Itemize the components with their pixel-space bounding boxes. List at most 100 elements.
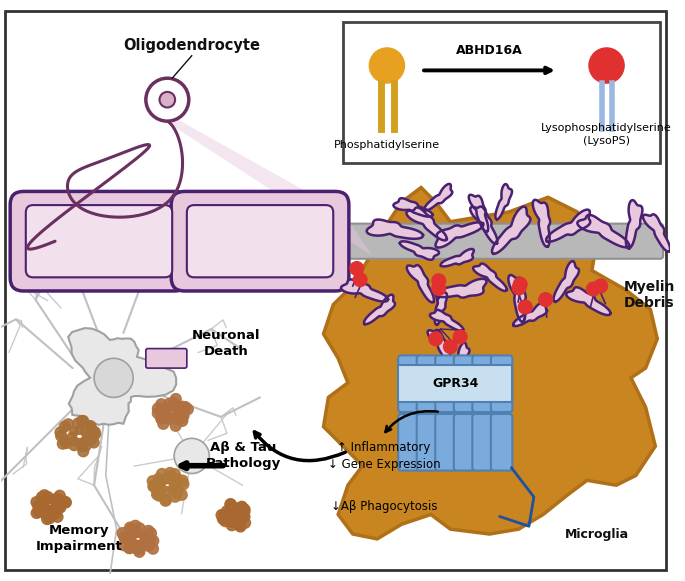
Circle shape [586, 282, 600, 296]
Circle shape [170, 492, 181, 502]
Circle shape [68, 432, 76, 441]
Circle shape [512, 281, 526, 295]
Circle shape [160, 496, 171, 506]
Circle shape [162, 408, 171, 417]
Circle shape [232, 515, 240, 523]
Circle shape [236, 502, 247, 512]
Circle shape [40, 500, 49, 509]
Circle shape [217, 514, 228, 524]
Circle shape [119, 540, 129, 551]
Polygon shape [68, 328, 176, 425]
Circle shape [132, 544, 142, 554]
Circle shape [239, 506, 250, 517]
Circle shape [38, 496, 49, 507]
Polygon shape [473, 264, 507, 291]
Circle shape [147, 476, 158, 486]
Circle shape [33, 500, 43, 511]
Polygon shape [643, 214, 670, 252]
Circle shape [125, 525, 136, 535]
Circle shape [158, 476, 167, 486]
Circle shape [39, 490, 50, 501]
Circle shape [134, 547, 145, 557]
Circle shape [219, 510, 229, 520]
Circle shape [157, 469, 167, 479]
Circle shape [227, 514, 238, 524]
Circle shape [177, 489, 187, 500]
Circle shape [164, 399, 175, 409]
FancyBboxPatch shape [435, 356, 457, 412]
FancyBboxPatch shape [398, 365, 512, 402]
Polygon shape [546, 210, 590, 242]
Circle shape [227, 514, 236, 522]
Circle shape [31, 497, 42, 507]
Polygon shape [162, 119, 372, 256]
Circle shape [232, 505, 240, 514]
Circle shape [68, 440, 79, 451]
Polygon shape [513, 302, 547, 326]
Circle shape [55, 502, 66, 513]
Circle shape [90, 429, 101, 439]
Circle shape [143, 525, 154, 536]
Circle shape [429, 332, 443, 346]
Circle shape [168, 397, 179, 408]
Circle shape [178, 404, 189, 414]
Circle shape [148, 481, 159, 492]
Polygon shape [435, 289, 447, 325]
Polygon shape [492, 207, 530, 254]
Polygon shape [323, 188, 658, 539]
Circle shape [63, 419, 73, 429]
Circle shape [138, 530, 147, 539]
Circle shape [151, 489, 162, 500]
Polygon shape [436, 223, 484, 248]
Circle shape [225, 499, 236, 510]
Circle shape [168, 403, 177, 411]
Circle shape [61, 437, 72, 449]
Circle shape [125, 522, 136, 533]
Circle shape [163, 472, 174, 482]
Circle shape [70, 436, 79, 446]
Circle shape [60, 436, 70, 447]
Circle shape [80, 428, 89, 436]
Circle shape [239, 511, 250, 522]
Polygon shape [440, 249, 474, 267]
FancyBboxPatch shape [398, 414, 420, 471]
Circle shape [50, 508, 61, 519]
Circle shape [73, 418, 84, 429]
Circle shape [177, 415, 188, 426]
Circle shape [156, 411, 167, 422]
FancyBboxPatch shape [146, 349, 187, 368]
Polygon shape [577, 215, 629, 248]
Polygon shape [533, 200, 550, 247]
Circle shape [369, 48, 405, 83]
Polygon shape [366, 220, 423, 239]
FancyBboxPatch shape [398, 356, 420, 412]
Circle shape [163, 487, 172, 496]
Circle shape [58, 438, 68, 449]
Circle shape [172, 404, 181, 413]
FancyBboxPatch shape [491, 414, 512, 471]
Circle shape [234, 520, 245, 531]
Circle shape [180, 401, 190, 413]
FancyBboxPatch shape [473, 356, 494, 412]
Circle shape [160, 92, 175, 107]
Text: ↑ Inflammatory
↓ Gene Expression: ↑ Inflammatory ↓ Gene Expression [327, 441, 440, 471]
Circle shape [40, 508, 50, 519]
Circle shape [138, 539, 147, 547]
Circle shape [134, 543, 145, 554]
Circle shape [172, 485, 183, 496]
Circle shape [75, 439, 84, 447]
Circle shape [174, 439, 210, 474]
Polygon shape [469, 195, 488, 232]
FancyBboxPatch shape [10, 191, 188, 291]
FancyBboxPatch shape [26, 205, 172, 277]
FancyBboxPatch shape [491, 356, 512, 412]
FancyBboxPatch shape [343, 21, 660, 163]
Circle shape [140, 535, 149, 543]
Polygon shape [400, 241, 439, 260]
Circle shape [134, 529, 142, 537]
Circle shape [177, 413, 188, 424]
Circle shape [237, 510, 245, 519]
Circle shape [216, 510, 227, 521]
Circle shape [235, 507, 244, 515]
Circle shape [130, 521, 140, 531]
